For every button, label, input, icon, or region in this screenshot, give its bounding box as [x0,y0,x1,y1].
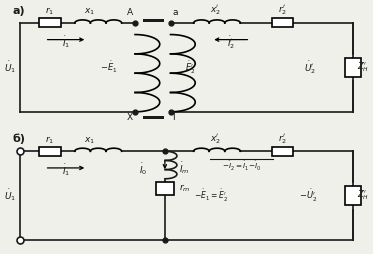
Text: $\dot{I}_m$: $\dot{I}_m$ [179,160,190,176]
Text: $\dot{I}_1$: $\dot{I}_1$ [62,162,70,178]
Text: $x_1$: $x_1$ [85,135,95,146]
Bar [345,58,361,77]
Text: I: I [172,113,175,122]
Bar [272,19,293,27]
Text: $\dot{I}_1$: $\dot{I}_1$ [62,34,70,50]
Text: $\dot{U}_1$: $\dot{U}_1$ [4,188,16,203]
Text: $\dot{E}_2'$: $\dot{E}_2'$ [185,59,195,76]
Bar [39,19,60,27]
Text: $-\dot{E}_1$: $-\dot{E}_1$ [100,60,117,75]
Text: $x_1$: $x_1$ [85,7,95,18]
Text: б): б) [13,134,26,144]
Text: $r_1$: $r_1$ [46,6,54,18]
Text: $\dot{I}_2'$: $\dot{I}_2'$ [227,34,235,51]
Text: a: a [172,8,178,18]
Text: $r_1$: $r_1$ [46,134,54,146]
Text: $x_2'$: $x_2'$ [210,132,222,146]
Text: $\dot{I}_0$: $\dot{I}_0$ [139,162,147,177]
Text: $Z_H'$: $Z_H'$ [357,189,369,202]
Text: $r_2'$: $r_2'$ [278,132,287,146]
Text: $x_2'$: $x_2'$ [210,4,222,18]
Text: $\dot{U}_2'$: $\dot{U}_2'$ [304,59,316,76]
Text: $\dot{U}_1$: $\dot{U}_1$ [4,60,16,75]
Text: A: A [127,8,133,18]
Text: $r_m$: $r_m$ [179,183,191,194]
Bar [345,186,361,205]
Bar [272,147,293,156]
Bar [156,182,174,195]
Text: a): a) [13,6,25,16]
Text: $-\dot{I}_2{=}\dot{I}_1{-}\dot{I}_0$: $-\dot{I}_2{=}\dot{I}_1{-}\dot{I}_0$ [222,160,261,173]
Text: $r_2'$: $r_2'$ [278,4,287,18]
Text: X: X [127,113,133,122]
Text: $-\dot{E}_1{=}\dot{E}_2'$: $-\dot{E}_1{=}\dot{E}_2'$ [194,187,228,204]
Text: $Z_H'$: $Z_H'$ [357,61,369,74]
Bar [39,147,60,156]
Text: $-\dot{U}_2'$: $-\dot{U}_2'$ [299,187,318,204]
